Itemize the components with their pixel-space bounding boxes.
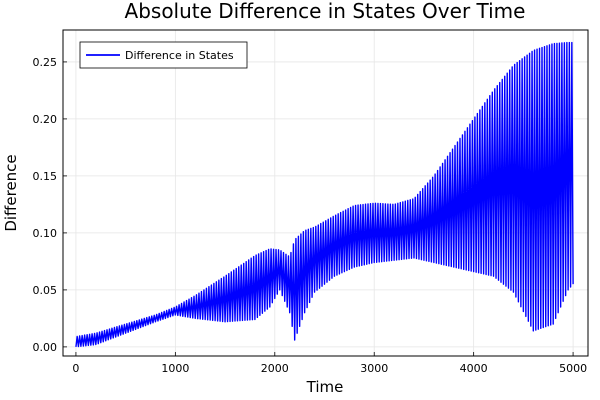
- y-axis-ticks: 0.00 0.05 0.10 0.15 0.20 0.25: [33, 56, 67, 354]
- series-line: [75, 41, 574, 348]
- legend: Difference in States: [79, 41, 248, 69]
- y-tick-label: 0.20: [33, 113, 58, 126]
- y-axis-label: Difference: [2, 154, 20, 231]
- chart-title: Absolute Difference in States Over Time: [125, 0, 526, 23]
- x-tick-label: 2000: [261, 362, 289, 375]
- y-tick-label: 0.25: [33, 56, 58, 69]
- y-tick-label: 0.10: [33, 227, 58, 240]
- plot-frame: [62, 29, 589, 357]
- x-axis-ticks: 0 1000 2000 3000 4000 5000: [72, 352, 587, 375]
- x-tick-label: 4000: [460, 362, 488, 375]
- x-tick-label: 0: [72, 362, 79, 375]
- x-tick-label: 1000: [161, 362, 189, 375]
- y-tick-label: 0.00: [33, 341, 58, 354]
- y-tick-label: 0.15: [33, 170, 58, 183]
- legend-label: Difference in States: [125, 49, 234, 62]
- y-tick-label: 0.05: [33, 284, 58, 297]
- series-layer: [75, 41, 574, 348]
- x-tick-label: 5000: [559, 362, 587, 375]
- x-tick-label: 3000: [360, 362, 388, 375]
- x-axis-label: Time: [306, 378, 344, 396]
